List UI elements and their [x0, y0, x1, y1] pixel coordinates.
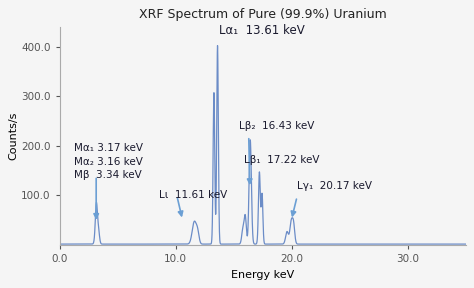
Text: Lβ₁  17.22 keV: Lβ₁ 17.22 keV [244, 155, 319, 165]
Text: Lι  11.61 keV: Lι 11.61 keV [159, 190, 228, 200]
Text: Lβ₂  16.43 keV: Lβ₂ 16.43 keV [239, 121, 315, 131]
X-axis label: Energy keV: Energy keV [231, 270, 294, 280]
Text: Lα₁  13.61 keV: Lα₁ 13.61 keV [219, 24, 304, 37]
Text: Mα₁ 3.17 keV
Mα₂ 3.16 keV
Mβ  3.34 keV: Mα₁ 3.17 keV Mα₂ 3.16 keV Mβ 3.34 keV [73, 143, 143, 180]
Text: Lγ₁  20.17 keV: Lγ₁ 20.17 keV [298, 181, 373, 192]
Y-axis label: Counts/s: Counts/s [9, 112, 18, 160]
Title: XRF Spectrum of Pure (99.9%) Uranium: XRF Spectrum of Pure (99.9%) Uranium [139, 8, 386, 21]
